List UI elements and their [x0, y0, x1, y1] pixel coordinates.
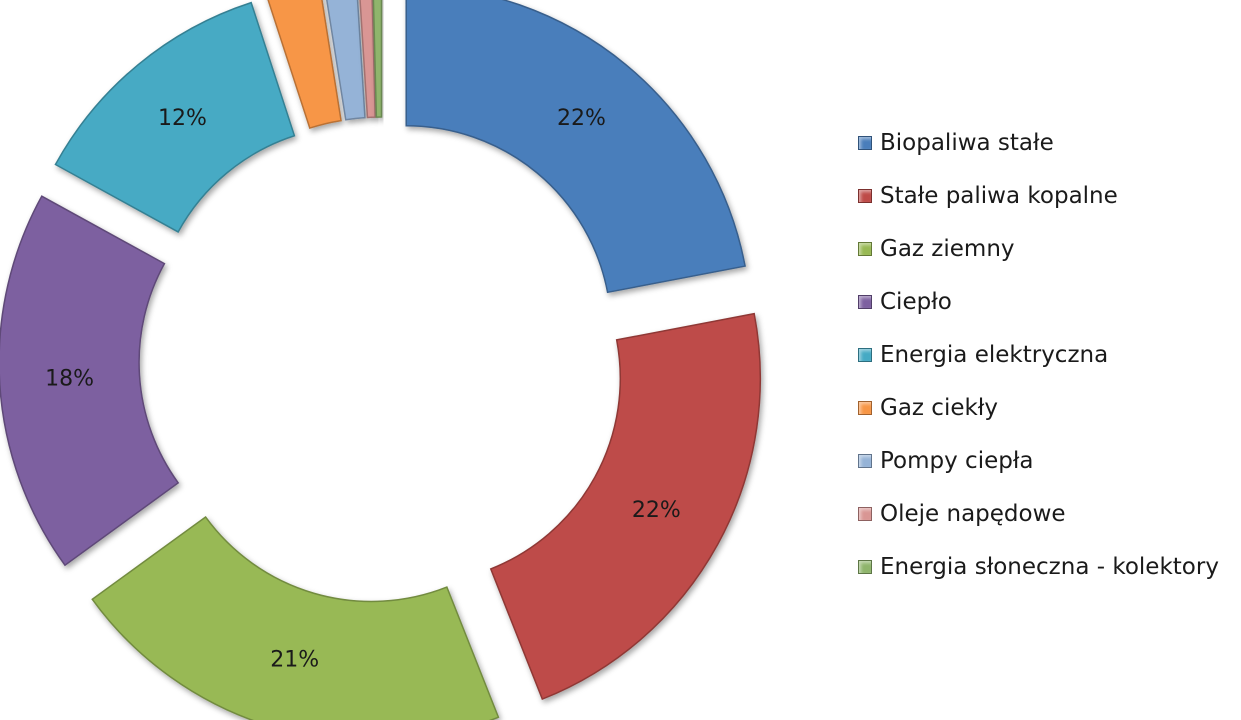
legend-label: Pompy ciepła [880, 448, 1034, 475]
legend-swatch [858, 241, 872, 256]
legend-swatch [858, 560, 872, 575]
legend-label: Energia elektryczna [880, 341, 1109, 368]
legend-item: Energia elektryczna [858, 328, 1219, 381]
slice-5 [54, 1, 296, 233]
legend-swatch [858, 135, 872, 150]
legend-swatch [858, 188, 872, 203]
legend-label: Energia słoneczna - kolektory [880, 554, 1219, 581]
legend-swatch [858, 347, 872, 362]
slice-9 [372, 0, 383, 118]
slice-2 [489, 312, 762, 701]
legend-label: Gaz ziemny [880, 235, 1015, 262]
slice-3 [91, 515, 500, 720]
legend-label: Ciepło [880, 288, 952, 315]
legend-swatch [858, 294, 872, 309]
legend-swatch [858, 401, 872, 416]
legend-item: Oleje napędowe [858, 488, 1219, 541]
slice-label-4: 18% [45, 367, 94, 392]
legend-swatch [858, 507, 872, 522]
slice-8 [359, 0, 376, 119]
legend-swatch [858, 454, 872, 469]
legend-item: Energia słoneczna - kolektory [858, 541, 1219, 594]
legend-item: Pompy ciepła [858, 435, 1219, 488]
legend-label: Oleje napędowe [880, 501, 1066, 528]
slice-1 [405, 0, 746, 294]
slice-4 [0, 195, 180, 567]
slice-7 [326, 0, 366, 121]
legend-item: Biopaliwa stałe [858, 116, 1219, 169]
legend-label: Biopaliwa stałe [880, 129, 1054, 156]
legend-item: Gaz ziemny [858, 222, 1219, 275]
slice-6 [267, 0, 342, 130]
legend-item: Gaz ciekły [858, 381, 1219, 434]
slice-label-5: 12% [158, 106, 207, 131]
chart-legend: Biopaliwa stałe Stałe paliwa kopalne Gaz z… [858, 116, 1219, 594]
slice-label-1: 22% [557, 106, 606, 131]
legend-label: Gaz ciekły [880, 395, 998, 422]
slice-label-2: 22% [632, 498, 681, 523]
legend-label: Stałe paliwa kopalne [880, 182, 1118, 209]
slice-label-3: 21% [270, 648, 319, 673]
legend-item: Stałe paliwa kopalne [858, 169, 1219, 222]
legend-item: Ciepło [858, 275, 1219, 328]
